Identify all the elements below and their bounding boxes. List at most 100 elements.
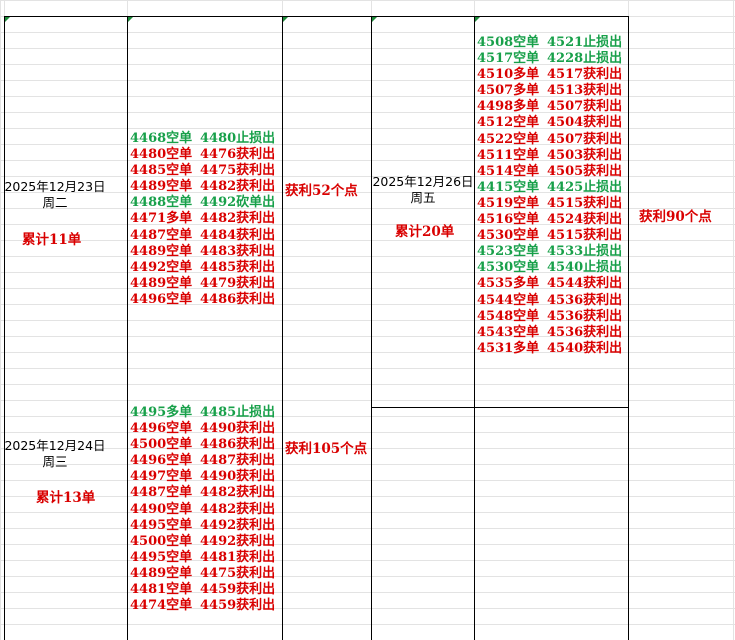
trade-exit: 4483获利出 [200,243,276,259]
trade-exit: 4475获利出 [200,163,276,179]
profit-summary: 获利90个点 [639,209,712,225]
trade-exit: 4492砍单出 [200,195,276,211]
trade-exit: 4524获利出 [547,212,623,228]
date-cell[interactable]: 2025年12月24日 周三 [4,438,106,470]
trade-row: 4481空单 4459获利出 [130,582,275,598]
trade-exit: 4482获利出 [200,501,276,517]
trade-exit: 4507获利出 [547,131,623,147]
trade-exit: 4482获利出 [200,179,276,195]
trade-entry: 4530空单 [477,228,540,244]
trade-exit: 4459获利出 [200,598,276,614]
trade-entry: 4510多单 [477,67,540,83]
trade-list[interactable]: 4495多单 4485止损出 4496空单 4490获利出 4500空单 4486获利出 4… [130,405,275,614]
trade-row: 4530空单 4540止损出 [477,260,622,276]
trade-entry: 4530空单 [477,260,540,276]
date-cell[interactable]: 2025年12月23日 周二 [4,179,106,211]
trade-list[interactable]: 4468空单 4480止损出 4480空单 4476获利出 4485空单 4475获利出 4… [130,131,275,308]
trade-exit: 4515获利出 [547,195,623,211]
trade-entry: 4480空单 [130,147,193,163]
trade-exit: 4482获利出 [200,211,276,227]
trade-entry: 4474空单 [130,598,193,614]
trade-entry: 4523空单 [477,244,540,260]
trade-entry: 4544空单 [477,292,540,308]
trade-exit: 4540止损出 [547,260,623,276]
trade-entry: 4535多单 [477,276,540,292]
trade-exit: 4540获利出 [547,340,623,356]
table-border-top [4,16,629,17]
trade-row: 4512空单 4504获利出 [477,115,622,131]
trade-exit: 4486获利出 [200,291,276,307]
trade-list[interactable]: 4508空单 4521止损出 4517空单 4228止损出 4510多单 4517获利出 4… [477,35,622,357]
cell-marker-icon [475,17,480,22]
date-label: 2025年12月26日 [372,174,474,189]
trade-exit: 4484获利出 [200,227,276,243]
trade-row: 4485空单 4475获利出 [130,163,275,179]
table-border [4,16,5,640]
trade-row: 4489空单 4475获利出 [130,566,275,582]
trade-exit: 4481获利出 [200,549,276,565]
trade-row: 4500空单 4486获利出 [130,437,275,453]
trade-row: 4468空单 4480止损出 [130,131,275,147]
table-border [282,16,283,640]
weekday-label: 周五 [410,190,436,205]
trade-entry: 4517空单 [477,51,540,67]
trade-entry: 4496空单 [130,421,193,437]
trade-row: 4487空单 4484获利出 [130,228,275,244]
weekday-label: 周三 [42,454,68,469]
cell-marker-icon [283,17,288,22]
trade-exit: 4490获利出 [200,421,276,437]
trade-exit: 4544获利出 [547,276,623,292]
trade-row: 4480空单 4476获利出 [130,147,275,163]
trade-exit: 4517获利出 [547,67,623,83]
trade-entry: 4489空单 [130,565,193,581]
trade-row: 4471多单 4482获利出 [130,211,275,227]
trade-entry: 4522空单 [477,131,540,147]
trade-entry: 4489空单 [130,243,193,259]
trade-row: 4497空单 4490获利出 [130,469,275,485]
date-cell[interactable]: 2025年12月26日 周五 [372,174,474,206]
trade-row: 4510多单 4517获利出 [477,67,622,83]
trade-row: 4490空单 4482获利出 [130,502,275,518]
trade-exit: 4480止损出 [200,131,276,146]
trade-exit: 4485获利出 [200,259,276,275]
trade-row: 4496空单 4490获利出 [130,421,275,437]
trade-count: 累计13单 [36,490,96,506]
trade-exit: 4507获利出 [547,99,623,115]
trade-row: 4489空单 4482获利出 [130,179,275,195]
trade-row: 4495多单 4485止损出 [130,405,275,421]
trade-count: 累计11单 [22,232,82,248]
trade-entry: 4492空单 [130,259,193,275]
profit-summary: 获利52个点 [285,183,358,199]
profit-summary: 获利105个点 [285,441,368,457]
trade-row: 4517空单 4228止损出 [477,51,622,67]
trade-entry: 4508空单 [477,35,540,50]
trade-entry: 4548空单 [477,308,540,324]
trade-row: 4495空单 4492获利出 [130,518,275,534]
trade-entry: 4496空单 [130,453,193,469]
trade-entry: 4507多单 [477,83,540,99]
trade-row: 4508空单 4521止损出 [477,35,622,51]
trade-row: 4496空单 4487获利出 [130,453,275,469]
trade-entry: 4487空单 [130,485,193,501]
trade-row: 4488空单 4492砍单出 [130,195,275,211]
trade-row: 4522空单 4507获利出 [477,132,622,148]
trade-row: 4487空单 4482获利出 [130,485,275,501]
trade-entry: 4468空单 [130,131,193,146]
trade-row: 4511空单 4503获利出 [477,148,622,164]
trade-entry: 4495空单 [130,549,193,565]
trade-row: 4544空单 4536获利出 [477,293,622,309]
trade-exit: 4228止损出 [547,51,623,67]
trade-exit: 4476获利出 [200,147,276,163]
trade-row: 4489空单 4483获利出 [130,244,275,260]
trade-exit: 4479获利出 [200,275,276,291]
trade-exit: 4492获利出 [200,533,276,549]
trade-exit: 4515获利出 [547,228,623,244]
trade-exit: 4503获利出 [547,147,623,163]
trade-entry: 4489空单 [130,275,193,291]
trade-count: 累计20单 [395,224,455,240]
trade-exit: 4505获利出 [547,163,623,179]
trade-exit: 4536获利出 [547,324,623,340]
trade-exit: 4482获利出 [200,485,276,501]
trade-entry: 4489空单 [130,179,193,195]
